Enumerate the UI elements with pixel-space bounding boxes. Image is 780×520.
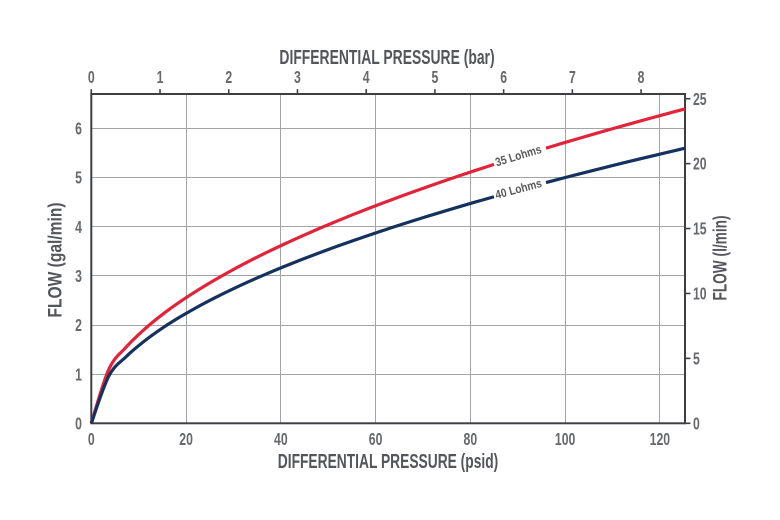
- svg-text:0: 0: [693, 414, 700, 434]
- svg-text:40: 40: [274, 430, 288, 450]
- svg-text:5: 5: [75, 169, 82, 189]
- svg-text:4: 4: [363, 68, 370, 88]
- svg-text:7: 7: [569, 68, 576, 88]
- svg-text:1: 1: [75, 365, 82, 385]
- svg-text:20: 20: [179, 430, 193, 450]
- svg-text:FLOW (l/min): FLOW (l/min): [709, 215, 731, 300]
- svg-text:5: 5: [693, 349, 700, 369]
- svg-text:2: 2: [225, 68, 232, 88]
- svg-text:3: 3: [75, 267, 82, 287]
- svg-text:80: 80: [464, 430, 478, 450]
- svg-text:1: 1: [157, 68, 164, 88]
- svg-text:120: 120: [650, 430, 670, 450]
- svg-text:60: 60: [369, 430, 383, 450]
- svg-text:0: 0: [75, 414, 82, 434]
- svg-text:DIFFERENTIAL PRESSURE (bar): DIFFERENTIAL PRESSURE (bar): [279, 45, 494, 68]
- svg-text:20: 20: [693, 155, 707, 175]
- svg-text:25: 25: [693, 90, 707, 110]
- svg-text:8: 8: [638, 68, 645, 88]
- svg-text:0: 0: [88, 68, 95, 88]
- svg-text:6: 6: [500, 68, 507, 88]
- svg-text:0: 0: [88, 430, 95, 450]
- svg-text:DIFFERENTIAL PRESSURE (psid): DIFFERENTIAL PRESSURE (psid): [278, 449, 498, 472]
- svg-text:100: 100: [555, 430, 575, 450]
- svg-text:6: 6: [75, 119, 82, 139]
- svg-text:3: 3: [294, 68, 301, 88]
- svg-text:4: 4: [75, 218, 82, 238]
- svg-text:FLOW (gal/min): FLOW (gal/min): [44, 202, 66, 317]
- svg-text:5: 5: [432, 68, 439, 88]
- svg-text:15: 15: [693, 220, 707, 240]
- svg-text:10: 10: [693, 284, 707, 304]
- svg-text:2: 2: [75, 316, 82, 336]
